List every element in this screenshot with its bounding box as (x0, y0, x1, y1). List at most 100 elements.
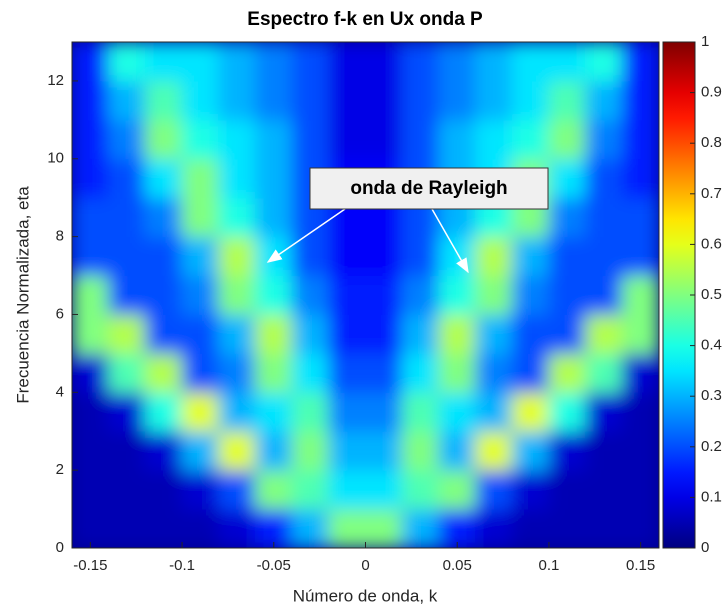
heatmap-cell (218, 469, 256, 510)
heatmap-cell (254, 80, 293, 121)
heatmap-cell (218, 236, 256, 277)
heatmap-cell (621, 119, 659, 160)
heatmap-cell (218, 508, 256, 548)
heatmap-cell (254, 313, 293, 354)
heatmap-cell (291, 469, 330, 510)
heatmap-cell (291, 430, 330, 471)
heatmap-cell (254, 236, 293, 277)
heatmap-cell (108, 313, 146, 354)
heatmap-cell (401, 80, 440, 121)
heatmap-cell (144, 391, 183, 432)
heatmap-cell (365, 430, 403, 471)
heatmap-cell (218, 430, 256, 471)
heatmap-cell (548, 42, 587, 82)
heatmap-cell (254, 158, 293, 199)
heatmap-cell (585, 508, 623, 548)
heatmap-cell (291, 508, 330, 548)
heatmap-cell (548, 119, 587, 160)
heatmap-cell (401, 42, 440, 82)
heatmap-cell (181, 119, 220, 160)
heatmap-cell (181, 158, 220, 199)
x-tick-label: 0.15 (626, 557, 655, 574)
heatmap-cell (475, 236, 513, 277)
heatmap-cell (108, 197, 146, 238)
x-axis-label: Número de onda, k (293, 586, 438, 605)
heatmap-cell (254, 469, 293, 510)
chart-title: Espectro f-k en Ux onda P (247, 9, 483, 30)
heatmap-cell (108, 80, 146, 121)
heatmap-cell (72, 352, 110, 393)
heatmap-cell (108, 430, 146, 471)
x-tick-label: 0.1 (539, 557, 560, 574)
heatmap-cell (511, 80, 550, 121)
heatmap-cell (438, 275, 477, 315)
heatmap-cell (144, 275, 183, 315)
heatmap-cell (365, 469, 403, 510)
heatmap-cell (438, 119, 477, 160)
heatmap-cell (401, 119, 440, 160)
heatmap-cell (585, 80, 623, 121)
heatmap-cell (621, 42, 659, 82)
heatmap-cell (438, 430, 477, 471)
heatmap-cell (108, 469, 146, 510)
colorbar-tick-label: 1 (701, 33, 709, 50)
heatmap-cell (511, 236, 550, 277)
heatmap-cell (218, 119, 256, 160)
heatmap-cell (328, 352, 366, 393)
heatmap-cell (291, 313, 330, 354)
heatmap-cell (72, 430, 110, 471)
heatmap-cell (438, 42, 477, 82)
heatmap-cell (621, 197, 659, 238)
heatmap-cell (548, 508, 587, 548)
heatmap-cell (181, 80, 220, 121)
colorbar-tick-label: 0.6 (701, 235, 722, 252)
heatmap-cell (548, 236, 587, 277)
heatmap-cell (144, 469, 183, 510)
y-tick-label: 10 (47, 150, 64, 167)
heatmap-cell (72, 158, 110, 199)
heatmap-cell (548, 158, 587, 199)
heatmap-cell (72, 508, 110, 548)
heatmap-cell (548, 430, 587, 471)
y-tick-label: 8 (56, 228, 64, 245)
heatmap-cell (365, 119, 403, 160)
heatmap-cell (585, 197, 623, 238)
heatmap-cell (181, 236, 220, 277)
heatmap-cell (144, 119, 183, 160)
heatmap-cell (585, 158, 623, 199)
heatmap-cell (291, 236, 330, 277)
heatmap-cell (108, 352, 146, 393)
heatmap-cell (72, 391, 110, 432)
colorbar-tick-label: 0.1 (701, 488, 722, 505)
heatmap-cell (72, 80, 110, 121)
heatmap-cell (511, 313, 550, 354)
colorbar-tick-label: 0 (701, 539, 709, 556)
heatmap-cell (475, 352, 513, 393)
heatmap-cell (548, 80, 587, 121)
heatmap-cell (181, 275, 220, 315)
heatmap-cell (621, 236, 659, 277)
heatmap-cell (548, 313, 587, 354)
heatmap-cell (475, 80, 513, 121)
x-tick-label: -0.15 (73, 557, 107, 574)
heatmap-cell (401, 352, 440, 393)
heatmap-cell (438, 313, 477, 354)
heatmap-cell (328, 80, 366, 121)
heatmap-cell (585, 42, 623, 82)
heatmap-cell (144, 197, 183, 238)
heatmap-cell (548, 352, 587, 393)
x-tick-label: 0 (361, 557, 369, 574)
heatmap-cell (254, 352, 293, 393)
heatmap-cell (365, 275, 403, 315)
heatmap-cell (548, 469, 587, 510)
heatmap-cell (475, 42, 513, 82)
heatmap-cell (291, 80, 330, 121)
heatmap-cell (72, 42, 110, 82)
heatmap-cell (365, 508, 403, 548)
heatmap-cell (585, 469, 623, 510)
heatmap-cell (401, 430, 440, 471)
colorbar-tick-label: 0.7 (701, 185, 722, 202)
heatmap-cell (438, 508, 477, 548)
heatmap-cell (475, 119, 513, 160)
heatmap-cell (108, 275, 146, 315)
